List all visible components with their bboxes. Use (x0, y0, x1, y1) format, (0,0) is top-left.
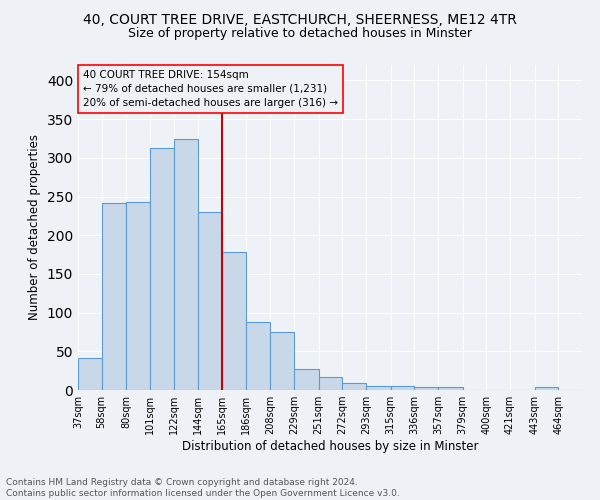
Bar (173, 138, 199, 390)
Bar (78, 358, 101, 390)
Bar (438, 387, 463, 390)
Bar (294, 369, 319, 390)
Text: 40, COURT TREE DRIVE, EASTCHURCH, SHEERNESS, ME12 4TR: 40, COURT TREE DRIVE, EASTCHURCH, SHEERN… (83, 12, 517, 26)
Bar (199, 212, 222, 390)
Bar (222, 252, 245, 390)
X-axis label: Distribution of detached houses by size in Minster: Distribution of detached houses by size … (182, 440, 478, 453)
Bar (101, 202, 127, 390)
Bar (366, 386, 391, 390)
Y-axis label: Number of detached properties: Number of detached properties (28, 134, 41, 320)
Bar (150, 148, 173, 390)
Bar (127, 202, 150, 390)
Text: Size of property relative to detached houses in Minster: Size of property relative to detached ho… (128, 28, 472, 40)
Bar (343, 383, 366, 390)
Bar (391, 386, 415, 390)
Bar (271, 332, 294, 390)
Bar (535, 387, 559, 390)
Text: 40 COURT TREE DRIVE: 154sqm
← 79% of detached houses are smaller (1,231)
20% of : 40 COURT TREE DRIVE: 154sqm ← 79% of det… (83, 70, 338, 108)
Text: Contains HM Land Registry data © Crown copyright and database right 2024.
Contai: Contains HM Land Registry data © Crown c… (6, 478, 400, 498)
Bar (319, 377, 343, 390)
Bar (245, 322, 271, 390)
Bar (415, 387, 438, 390)
